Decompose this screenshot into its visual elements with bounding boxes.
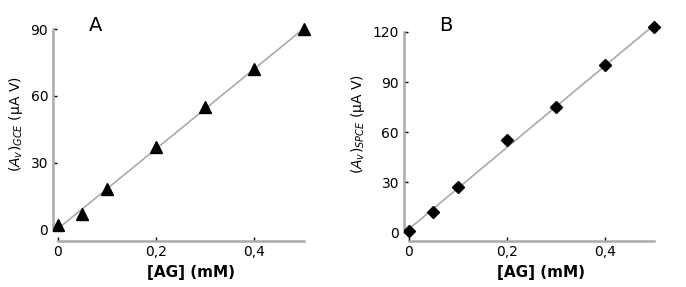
X-axis label: [AG] (mM): [AG] (mM) — [147, 265, 235, 280]
Y-axis label: $(A_v)_{SPCE}$ (μA V): $(A_v)_{SPCE}$ (μA V) — [349, 74, 367, 174]
Text: A: A — [88, 16, 102, 35]
X-axis label: [AG] (mM): [AG] (mM) — [497, 265, 585, 280]
Text: B: B — [440, 16, 453, 35]
Y-axis label: $(A_v)_{GCE}$ (μA V): $(A_v)_{GCE}$ (μA V) — [7, 76, 25, 172]
